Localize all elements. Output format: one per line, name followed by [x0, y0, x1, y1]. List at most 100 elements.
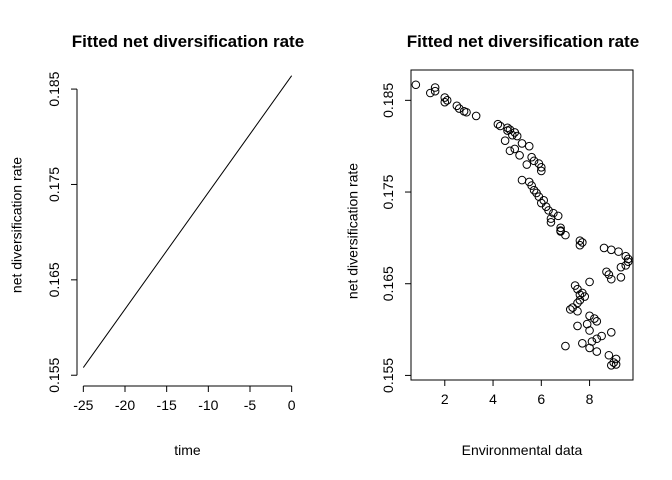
- data-point: [575, 295, 585, 305]
- x-tick-label: 0: [288, 397, 296, 413]
- data-point: [454, 104, 464, 113]
- data-point: [522, 160, 532, 169]
- data-point: [606, 274, 616, 284]
- data-point: [592, 317, 602, 326]
- data-point: [585, 311, 594, 321]
- data-point: [585, 277, 594, 287]
- data-point: [411, 80, 421, 90]
- data-point: [505, 146, 515, 156]
- data-point: [452, 101, 462, 111]
- data-point: [590, 314, 599, 323]
- data-point: [575, 240, 585, 250]
- data-point: [592, 347, 602, 356]
- data-point: [546, 217, 556, 227]
- data-point: [573, 298, 582, 308]
- data-point: [575, 290, 585, 300]
- data-point: [573, 306, 582, 316]
- data-point: [604, 350, 614, 360]
- data-point: [440, 93, 450, 102]
- data-point: [556, 226, 565, 235]
- data-point: [602, 267, 611, 277]
- data-point: [462, 107, 471, 117]
- x-tick-label: 2: [441, 391, 449, 407]
- y-tick-label: 0.185: [46, 71, 62, 106]
- data-point: [597, 331, 606, 341]
- y-axis-label: net diversification rate: [9, 157, 25, 293]
- data-point: [549, 208, 558, 218]
- x-tick-label: -10: [198, 397, 218, 413]
- data-point: [546, 214, 556, 223]
- data-point: [493, 119, 503, 129]
- data-point: [430, 86, 440, 96]
- data-point: [430, 83, 440, 92]
- data-point: [592, 334, 602, 344]
- data-point: [616, 273, 626, 282]
- data-point: [609, 358, 618, 367]
- data-point: [614, 247, 623, 256]
- y-tick-label: 0.175: [380, 174, 396, 209]
- x-axis-label: time: [174, 442, 201, 458]
- x-tick-label: -25: [73, 397, 93, 413]
- data-point: [529, 156, 539, 166]
- data-point: [604, 270, 614, 279]
- data-point: [537, 162, 546, 172]
- data-point: [537, 166, 546, 176]
- time-panel: Fitted net diversification rate time net d…: [9, 32, 304, 458]
- data-point: [565, 305, 575, 314]
- environmental-panel: Fitted net diversification rate Environme…: [345, 32, 639, 458]
- data-point: [606, 328, 616, 337]
- y-tick-label: 0.185: [380, 83, 396, 118]
- data-point: [510, 144, 520, 154]
- data-point: [503, 126, 512, 135]
- chart-title: Fitted net diversification rate: [407, 32, 639, 51]
- x-axis-label: Environmental data: [462, 442, 583, 458]
- plot-frame: [410, 69, 634, 381]
- data-point: [495, 121, 505, 131]
- y-tick-label: 0.155: [46, 358, 62, 393]
- data-point: [585, 343, 594, 353]
- data-point: [529, 185, 539, 195]
- data-point: [561, 230, 570, 240]
- data-point: [599, 243, 609, 253]
- y-tick-label: 0.165: [380, 266, 396, 301]
- data-point: [503, 123, 512, 133]
- data-point: [515, 151, 524, 160]
- data-point: [442, 96, 452, 105]
- x-tick-label: 4: [489, 391, 497, 407]
- y-tick-label: 0.175: [46, 167, 62, 202]
- data-point: [585, 326, 594, 335]
- data-point: [556, 223, 565, 233]
- data-point: [517, 139, 527, 148]
- y-tick-label: 0.165: [46, 262, 62, 297]
- data-point: [544, 206, 553, 215]
- data-point: [621, 261, 631, 270]
- x-tick-label: -5: [244, 397, 257, 413]
- data-point: [524, 141, 534, 151]
- y-axis-label: net diversification rate: [345, 163, 361, 299]
- x-tick-label: 8: [586, 391, 594, 407]
- x-tick-label: -15: [157, 397, 177, 413]
- data-point: [440, 97, 450, 107]
- data-point: [553, 211, 563, 221]
- data-point: [578, 238, 587, 247]
- data-point: [621, 251, 631, 261]
- data-point: [500, 136, 510, 145]
- x-tick-label: -20: [115, 397, 135, 413]
- y-tick-label: 0.155: [380, 358, 396, 393]
- data-point: [606, 361, 616, 370]
- data-point: [561, 341, 570, 351]
- data-point: [517, 175, 527, 185]
- data-point: [578, 339, 587, 348]
- data-point: [508, 130, 517, 140]
- data-point: [606, 245, 616, 255]
- data-point: [471, 111, 481, 121]
- data-point: [527, 181, 536, 190]
- data-point: [426, 88, 435, 98]
- data-point: [575, 236, 585, 245]
- data-point: [611, 360, 621, 369]
- series-line: [82, 75, 293, 368]
- data-point: [512, 131, 522, 141]
- data-point: [616, 262, 626, 272]
- x-tick-label: 6: [537, 391, 545, 407]
